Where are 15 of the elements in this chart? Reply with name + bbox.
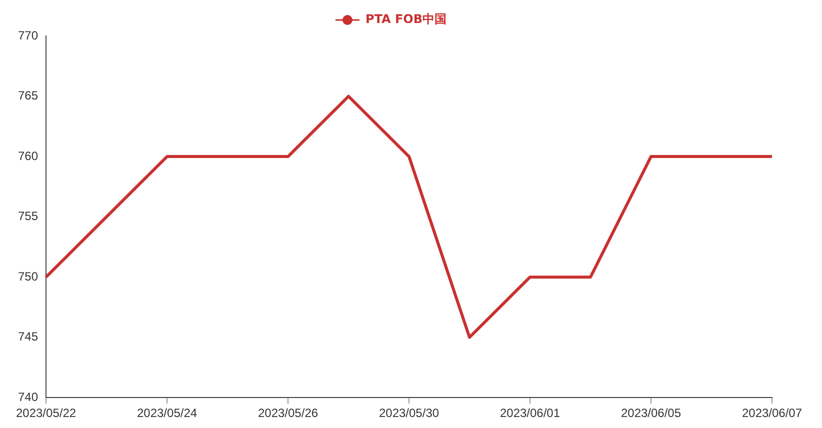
y-tick-label: 740 [18, 390, 38, 404]
x-tick-label: 2023/05/30 [378, 406, 440, 420]
x-tick-label: 2023/05/24 [136, 406, 198, 420]
y-tick-label: 750 [18, 269, 38, 284]
y-tick-label: 755 [18, 209, 38, 224]
y-tick-label: 760 [18, 148, 38, 163]
y-tick-label: 765 [18, 88, 38, 103]
x-tick-label: 2023/06/07 [742, 406, 802, 420]
x-tick-label: 2023/05/26 [258, 406, 318, 420]
legend-label: PTA FOB中国 [365, 12, 447, 26]
x-tick-label: 2023/05/22 [16, 406, 76, 420]
y-tick-label: 745 [18, 330, 38, 344]
y-tick-label: 770 [18, 28, 38, 42]
x-tick-label: 2023/06/05 [620, 406, 682, 420]
x-tick-label: 2023/06/01 [500, 406, 560, 420]
